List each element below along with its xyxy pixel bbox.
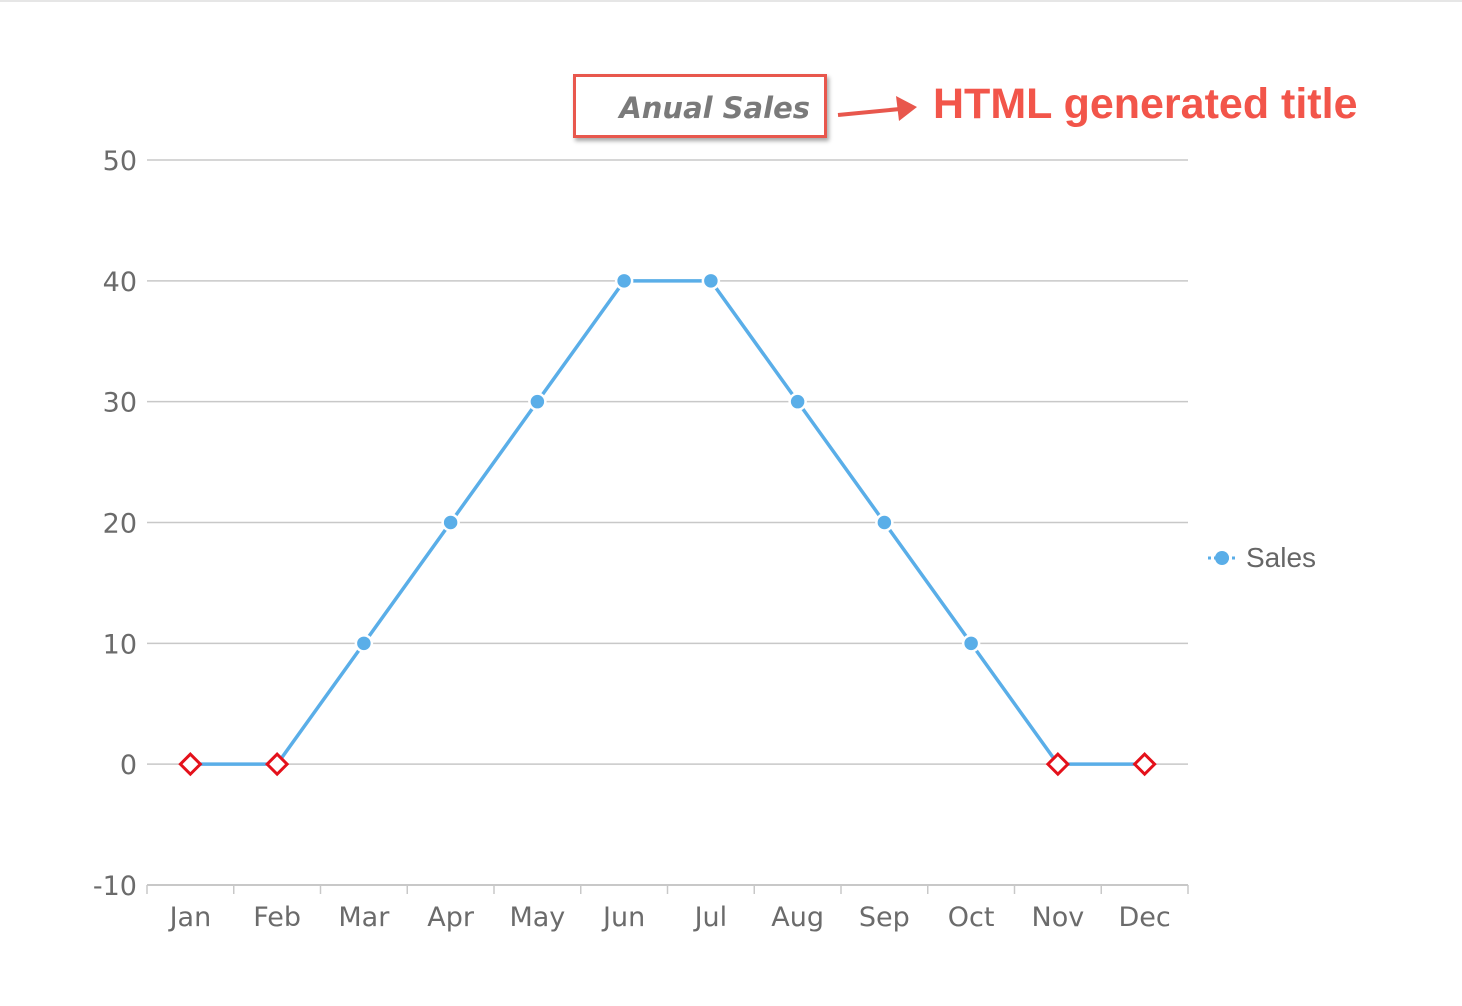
x-tick-label: Jul (693, 902, 728, 933)
x-tick-label: Dec (1119, 902, 1171, 933)
data-point[interactable] (614, 271, 634, 291)
data-point[interactable] (875, 513, 894, 532)
x-tick-label: Oct (948, 902, 995, 933)
data-point[interactable] (788, 392, 807, 411)
data-point[interactable] (441, 513, 460, 532)
x-tick-label: Jun (601, 902, 645, 933)
y-tick-label: 10 (103, 629, 137, 660)
top-border (0, 0, 1462, 2)
x-tick-label: Apr (427, 902, 475, 933)
data-point[interactable] (354, 634, 374, 653)
data-point[interactable] (528, 392, 547, 411)
chart-title-box: Anual Sales (573, 74, 827, 138)
highlight-point[interactable] (265, 752, 290, 777)
annotation-arrow (837, 96, 917, 121)
y-tick-label: 40 (103, 267, 137, 298)
y-axis-labels: -10 0 10 20 30 40 50 (93, 146, 137, 902)
data-point[interactable] (961, 634, 981, 653)
x-tick-label: Jan (168, 902, 212, 933)
annotation-label: HTML generated title (933, 80, 1358, 128)
y-tick-label: -10 (93, 871, 137, 902)
legend[interactable]: Sales (1206, 542, 1316, 574)
highlight-point[interactable] (1132, 752, 1157, 777)
highlight-point[interactable] (1045, 752, 1070, 777)
y-tick-label: 30 (103, 388, 137, 419)
chart-title: Anual Sales (619, 91, 810, 125)
x-axis-labels: Jan Feb Mar Apr May Jun Jul Aug Sep Oct Nov Dec (168, 902, 1171, 933)
x-tick-label: May (509, 902, 565, 933)
series-line (190, 279, 1145, 766)
data-point[interactable] (701, 271, 721, 291)
x-tick-label: Mar (338, 902, 390, 933)
legend-label-sales: Sales (1246, 542, 1317, 573)
highlight-point[interactable] (178, 752, 203, 777)
x-tick-label: Sep (859, 902, 910, 933)
gridlines (147, 159, 1188, 765)
y-tick-label: 20 (103, 509, 137, 540)
x-tick-label: Aug (771, 902, 824, 933)
x-tick-label: Feb (253, 902, 301, 933)
x-axis (146, 884, 1189, 894)
legend-marker-icon (1208, 551, 1236, 565)
y-tick-label: 0 (120, 750, 137, 781)
x-tick-label: Nov (1032, 902, 1085, 933)
y-tick-label: 50 (103, 146, 137, 177)
series-sales (178, 271, 1157, 777)
